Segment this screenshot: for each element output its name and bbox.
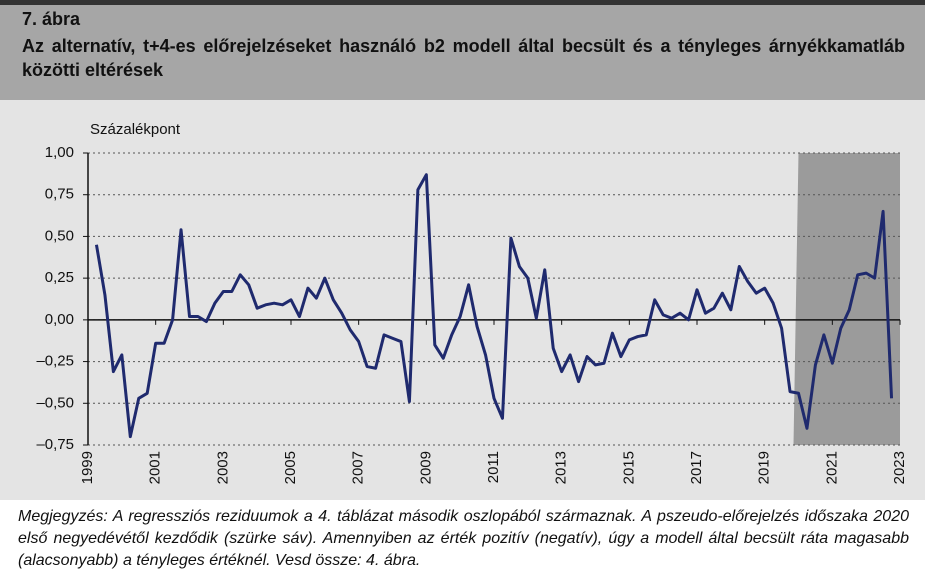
x-tick-label: 2011 — [485, 451, 502, 483]
y-tick-label: 0,50 — [45, 227, 74, 244]
y-axis-label: Százalékpont — [90, 121, 181, 138]
x-tick-label: 2001 — [147, 451, 164, 484]
figure-label: 7. ábra — [22, 9, 81, 29]
y-tick-label: –0,75 — [36, 436, 74, 453]
y-tick-label: 1,00 — [45, 144, 74, 161]
x-tick-label: 2023 — [891, 451, 908, 484]
data-line — [94, 173, 894, 439]
note: Megjegyzés: A regressziós reziduumok a 4… — [18, 508, 909, 569]
x-tick-label: 1999 — [79, 451, 96, 484]
x-tick-label: 2021 — [823, 451, 840, 484]
x-tick-label: 2009 — [417, 451, 434, 484]
header: 7. ábra Az alternatív, t+4-es előrejelzé… — [0, 5, 925, 100]
y-tick-label: 0,25 — [45, 269, 74, 286]
chart: Százalékpont –0,75 –0,50 –0,25 0,00 0,25 0,50… — [0, 100, 925, 500]
top-bar — [0, 0, 925, 5]
x-tick-label: 2019 — [756, 451, 773, 484]
forecast-band — [793, 153, 900, 445]
x-tick-label: 2007 — [350, 451, 367, 484]
y-tick-label: –0,25 — [36, 353, 74, 370]
x-tick-label: 2003 — [214, 451, 231, 484]
x-tick-label: 2015 — [620, 451, 637, 484]
y-tick-label: 0,00 — [45, 311, 74, 328]
y-tick-label: –0,50 — [36, 394, 74, 411]
chart-title: Az alternatív, t+4-es előrejelzéseket ha… — [22, 36, 905, 80]
x-tick-label: 2005 — [282, 451, 299, 484]
x-tick-label: 2013 — [553, 451, 570, 484]
y-tick-label: 0,75 — [45, 186, 74, 203]
x-tick-label: 2017 — [688, 451, 705, 484]
